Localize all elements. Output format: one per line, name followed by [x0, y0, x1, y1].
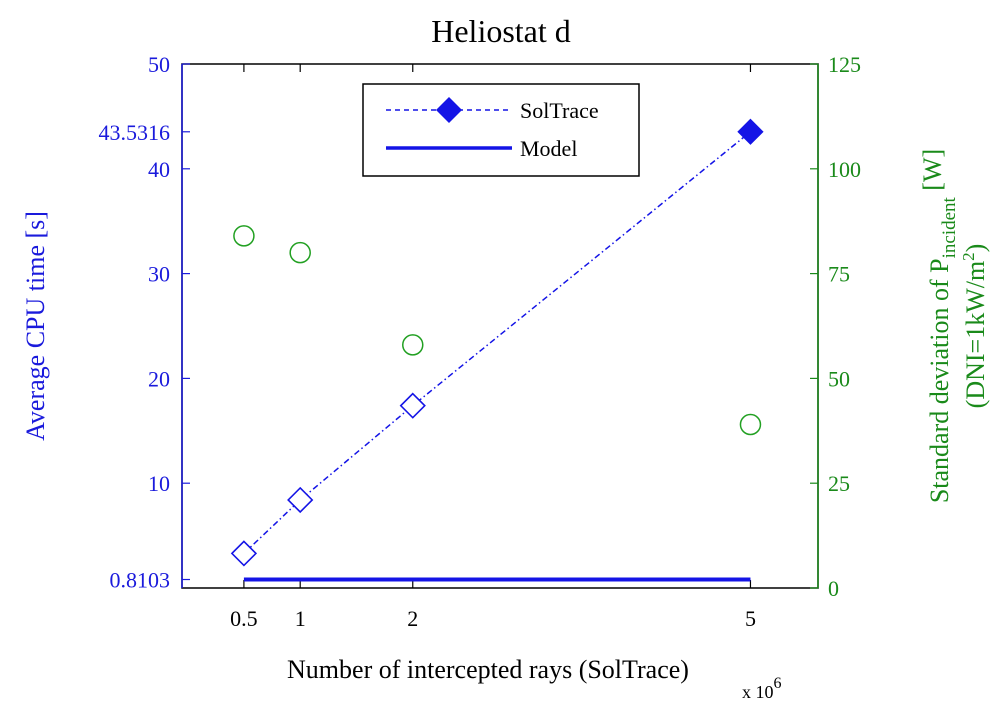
x-tick-label: 1: [295, 606, 306, 631]
right-label-main: Standard deviation of P: [925, 258, 954, 503]
right-axis-ticks: 0 25 50 75 100 125: [810, 52, 861, 601]
stddev-point: [739, 413, 762, 436]
chart-title: Heliostat d: [431, 13, 571, 49]
stddev-point: [289, 241, 311, 264]
x-axis-multiplier: x 106: [742, 675, 782, 702]
right-tick-label: 75: [828, 262, 850, 287]
right-label-unit: [W]: [918, 149, 947, 197]
x-multiplier-exp: 6: [774, 675, 782, 692]
left-tick-label: 40: [148, 157, 170, 182]
x-tick-label: 2: [407, 606, 418, 631]
soltrace-point: [737, 118, 764, 145]
series-layer: [230, 118, 764, 582]
legend-soltrace-label: SolTrace: [520, 98, 599, 123]
right-tick-label: 100: [828, 157, 861, 182]
right-label-sup: 2: [959, 252, 978, 261]
left-axis-ticks: 0.8103 10 20 30 40 43.5316 50: [99, 52, 190, 593]
legend: SolTrace Model: [362, 83, 640, 177]
right-axis-label-line2: (DNI=1kW/m2): [959, 244, 990, 409]
right-label-subscript: incident: [939, 196, 960, 258]
right-axis-label: Standard deviation of Pincident [W] (DNI…: [918, 149, 990, 503]
right-tick-label: 0: [828, 576, 839, 601]
stddev-point: [233, 225, 255, 247]
legend-box: [362, 83, 640, 177]
left-tick-label: 10: [148, 471, 170, 496]
left-tick-label: 43.5316: [99, 120, 171, 145]
left-tick-label: 20: [148, 366, 170, 391]
soltrace-point: [230, 540, 258, 567]
x-tick-label: 0.5: [230, 606, 258, 631]
right-tick-label: 50: [828, 366, 850, 391]
x-multiplier-base: x 10: [742, 682, 774, 702]
left-tick-label: 30: [148, 262, 170, 287]
soltrace-point: [399, 392, 426, 419]
right-label-close: ): [961, 244, 990, 253]
right-tick-label: 125: [828, 52, 861, 77]
right-label-dni: (DNI=1kW/m: [961, 261, 990, 409]
left-tick-label: 50: [148, 52, 170, 77]
soltrace-series-line: [243, 131, 751, 554]
x-tick-label: 5: [745, 606, 756, 631]
right-tick-label: 25: [828, 471, 850, 496]
left-tick-label: 0.8103: [110, 568, 171, 593]
soltrace-point: [287, 486, 314, 514]
legend-soltrace-marker: [436, 97, 462, 123]
legend-model-label: Model: [520, 136, 577, 161]
stddev-point: [402, 334, 424, 356]
x-axis-label-text: Number of intercepted rays (SolTrace): [287, 655, 689, 684]
right-axis-label-line1: Standard deviation of Pincident [W]: [918, 149, 960, 503]
left-axis-label: Average CPU time [s]: [21, 211, 50, 441]
x-axis-label: Number of intercepted rays (SolTrace): [287, 655, 689, 684]
